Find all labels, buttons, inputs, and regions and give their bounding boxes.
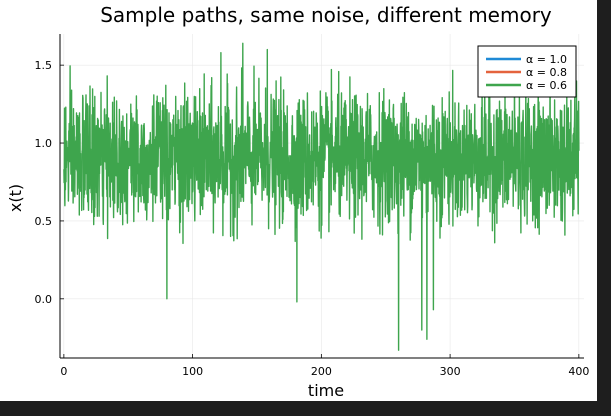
y-tick-label: 1.0 bbox=[35, 137, 53, 150]
chart-title: Sample paths, same noise, different memo… bbox=[100, 3, 552, 27]
x-tick-label: 200 bbox=[311, 365, 332, 378]
legend-label-alpha-1-0: α = 1.0 bbox=[526, 53, 567, 66]
y-tick-label: 0.5 bbox=[35, 215, 53, 228]
legend-label-alpha-0-6: α = 0.6 bbox=[526, 79, 567, 92]
y-axis-label: x(t) bbox=[6, 184, 25, 212]
x-tick-label: 300 bbox=[440, 365, 461, 378]
x-tick-label: 100 bbox=[182, 365, 203, 378]
legend: α = 1.0 α = 0.8 α = 0.6 bbox=[477, 45, 577, 98]
tick-labels: 0 100 200 300 400 0.0 0.5 1.0 1.5 bbox=[35, 59, 590, 378]
axes bbox=[59, 34, 584, 359]
series-line-alpha-0-6 bbox=[63, 42, 580, 351]
y-tick-label: 1.5 bbox=[35, 59, 53, 72]
series-layer bbox=[63, 42, 580, 351]
y-tick-label: 0.0 bbox=[35, 293, 53, 306]
plot-canvas: 0 100 200 300 400 0.0 0.5 1.0 1.5 Sample paths, … bbox=[0, 0, 597, 401]
line-chart: 0 100 200 300 400 0.0 0.5 1.0 1.5 Sample paths, … bbox=[6, 3, 590, 400]
legend-label-alpha-0-8: α = 0.8 bbox=[526, 66, 567, 79]
x-axis-label: time bbox=[308, 381, 344, 400]
x-tick-label: 0 bbox=[60, 365, 67, 378]
x-tick-label: 400 bbox=[568, 365, 589, 378]
